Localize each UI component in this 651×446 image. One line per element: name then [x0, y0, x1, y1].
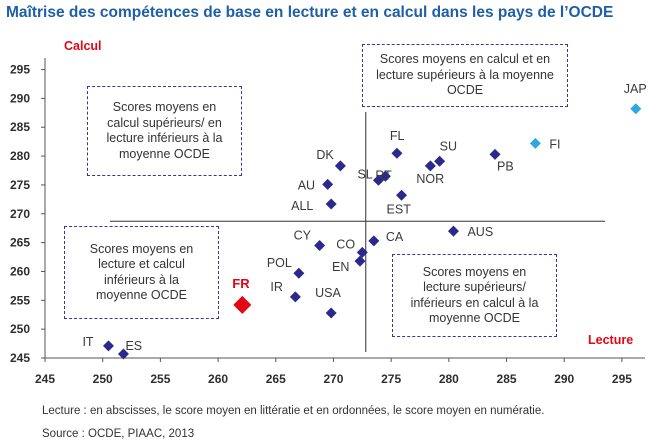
- data-point-fl: [391, 147, 403, 159]
- data-label-en: EN: [332, 260, 349, 274]
- y-tick-label: 290: [10, 91, 30, 105]
- data-point-jap: [630, 103, 642, 115]
- data-label-fi: FI: [549, 137, 560, 151]
- data-label-pb: PB: [497, 159, 514, 173]
- x-tick-label: 250: [93, 372, 113, 386]
- data-point-est: [396, 189, 408, 201]
- quadrant-note-top-left: Scores moyens en calcul supérieurs/ en l…: [87, 86, 242, 176]
- data-label-cy: CY: [294, 229, 312, 243]
- data-point-pb: [489, 148, 501, 160]
- y-tick-label: 265: [10, 236, 30, 250]
- data-point-fr: [233, 295, 252, 314]
- y-tick-label: 285: [10, 120, 30, 134]
- data-point-dk: [334, 160, 346, 172]
- x-tick-label: 295: [612, 372, 632, 386]
- data-label-ir: IR: [270, 280, 283, 294]
- data-label-rt: RT: [375, 168, 392, 182]
- data-label-co: CO: [336, 237, 355, 251]
- y-tick-label: 275: [10, 178, 30, 192]
- data-label-aus: AUS: [467, 225, 493, 239]
- data-label-jap: JAP: [624, 82, 647, 96]
- data-label-nor: NOR: [416, 172, 444, 186]
- data-point-au: [322, 178, 334, 190]
- data-label-ca: CA: [386, 230, 404, 244]
- chart-source: Source : OCDE, PIAAC, 2013: [42, 428, 195, 440]
- y-axis-label: Calcul: [64, 39, 102, 53]
- quadrant-note-bottom-left: Scores moyens en lecture et calcul infér…: [64, 226, 219, 319]
- x-tick-label: 290: [554, 372, 574, 386]
- data-point-usa: [325, 307, 337, 319]
- data-point-all: [325, 198, 337, 210]
- data-label-est: EST: [387, 202, 412, 216]
- data-point-pol: [293, 267, 305, 279]
- x-tick-label: 280: [439, 372, 459, 386]
- x-tick-label: 270: [323, 372, 343, 386]
- chart-footnote: Lecture : en abscisses, le score moyen e…: [42, 405, 545, 417]
- y-tick-label: 280: [10, 149, 30, 163]
- data-label-fl: FL: [390, 129, 405, 143]
- x-tick-label: 265: [266, 372, 286, 386]
- y-tick-label: 245: [10, 351, 30, 365]
- x-tick-label: 275: [381, 372, 401, 386]
- data-point-es: [117, 348, 129, 360]
- data-point-nor: [424, 160, 436, 172]
- y-tick-label: 295: [10, 63, 30, 77]
- x-tick-label: 260: [208, 372, 228, 386]
- data-label-it: IT: [82, 335, 93, 349]
- data-point-it: [102, 340, 114, 352]
- data-label-pol: POL: [267, 256, 292, 270]
- data-point-su: [434, 155, 446, 167]
- data-point-en: [354, 255, 366, 267]
- quadrant-note-top-right: Scores moyens en calcul et en lecture su…: [362, 44, 568, 107]
- x-tick-label: 255: [150, 372, 170, 386]
- y-tick-label: 270: [10, 207, 30, 221]
- data-point-ca: [368, 235, 380, 247]
- data-label-fr: FR: [232, 276, 250, 291]
- quadrant-note-bottom-right: Scores moyens en lecture supérieurs/ inf…: [392, 254, 557, 337]
- y-tick-label: 260: [10, 264, 30, 278]
- x-tick-label: 285: [497, 372, 517, 386]
- data-label-es: ES: [125, 339, 142, 353]
- chart-title: Maîtrise des compétences de base en lect…: [6, 4, 614, 21]
- data-point-rt: [379, 170, 391, 182]
- data-point-co: [356, 246, 368, 258]
- data-point-ir: [289, 291, 301, 303]
- data-label-dk: DK: [316, 148, 334, 162]
- x-axis-label: Lecture: [588, 333, 633, 347]
- y-tick-label: 255: [10, 293, 30, 307]
- data-label-sl: SL: [357, 167, 372, 181]
- data-point-fi: [529, 137, 541, 149]
- y-tick-label: 250: [10, 322, 30, 336]
- data-point-cy: [314, 240, 326, 251]
- x-tick-label: 245: [35, 372, 55, 386]
- data-label-all: ALL: [291, 199, 313, 213]
- data-label-au: AU: [298, 178, 315, 192]
- data-point-aus: [447, 225, 459, 237]
- data-label-su: SU: [440, 139, 457, 153]
- data-label-usa: USA: [315, 286, 341, 300]
